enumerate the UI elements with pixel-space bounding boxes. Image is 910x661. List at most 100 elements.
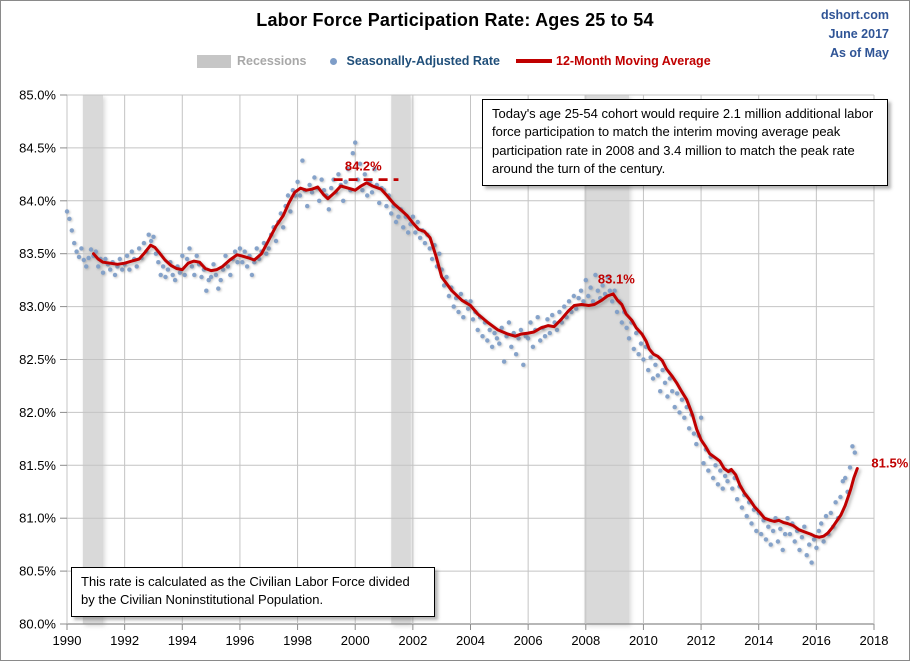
scatter-dot — [494, 336, 500, 341]
scatter-dot — [244, 264, 250, 269]
y-tick-label: 85.0% — [19, 88, 56, 103]
scatter-dot — [461, 315, 466, 320]
scatter-dot — [88, 247, 94, 252]
scatter-dot — [730, 486, 735, 491]
scatter-dot — [103, 256, 108, 262]
legend-item-seasonally-adjusted: Seasonally-Adjusted Rate — [330, 54, 516, 68]
scatter-dot — [343, 179, 348, 184]
scatter-dot — [369, 190, 375, 195]
scatter-dot — [427, 246, 432, 251]
x-tick-label: 2018 — [860, 633, 889, 648]
scatter-dot — [501, 359, 507, 364]
scatter-dot — [593, 272, 598, 278]
scatter-dot — [665, 394, 670, 399]
scatter-dot — [605, 274, 610, 280]
scatter-dot — [225, 264, 231, 269]
scatter-dot — [163, 274, 168, 280]
scatter-dot — [694, 441, 699, 447]
scatter-dot — [156, 260, 161, 265]
scatter-dot — [444, 274, 449, 280]
scatter-dot — [814, 545, 819, 550]
scatter-dot — [350, 151, 355, 156]
scatter-dot — [799, 535, 805, 540]
scatter-dot — [489, 344, 495, 349]
y-tick-label: 83.0% — [19, 299, 56, 314]
scatter-dot — [641, 357, 646, 362]
scatter-dot — [610, 299, 615, 304]
scatter-dot — [480, 334, 485, 339]
scatter-dot — [545, 317, 550, 322]
scatter-dot — [811, 537, 817, 542]
scatter-dot — [525, 336, 531, 341]
scatter-dot — [607, 288, 612, 293]
legend: Recessions Seasonally-Adjusted Rate 12-M… — [197, 54, 711, 68]
credit-date: June 2017 — [828, 26, 889, 41]
scatter-dot — [775, 539, 781, 544]
scatter-dot — [634, 330, 639, 336]
scatter-dot — [660, 367, 665, 373]
scatter-dot — [581, 299, 586, 304]
credit-block: dshort.com June 2017 As of May — [821, 6, 889, 62]
scatter-dot — [158, 272, 163, 278]
scatter-dot — [715, 482, 721, 487]
scatter-dot — [785, 516, 790, 521]
scatter-dot — [734, 497, 740, 502]
y-tick-label: 81.5% — [19, 458, 56, 473]
x-tick-label: 2002 — [398, 633, 427, 648]
scatter-dot — [223, 253, 228, 258]
scatter-dot — [816, 528, 821, 534]
scatter-dot — [266, 246, 271, 251]
scatter-dot — [590, 299, 596, 304]
scatter-dot — [576, 295, 581, 301]
x-tick-label: 2016 — [802, 633, 831, 648]
scatter-dot — [840, 479, 845, 484]
scatter-dot — [300, 158, 305, 163]
scatter-dot — [662, 380, 668, 385]
scatter-dot — [81, 257, 87, 263]
scatter-dot — [631, 346, 636, 352]
scatter-dot — [213, 272, 219, 278]
scatter-dot — [802, 524, 807, 529]
scatter-dot — [547, 330, 552, 336]
y-tick-label: 84.0% — [19, 193, 56, 208]
scatter-dot — [658, 389, 663, 394]
scatter-dot — [218, 277, 223, 283]
scatter-dot — [182, 272, 187, 278]
y-axis-labels: 85.0% 84.5% 84.0% 83.5% 83.0% 82.5% 82.0% 81.5%… — [19, 88, 56, 632]
scatter-dot — [413, 230, 418, 235]
scatter-dot — [441, 283, 447, 288]
scatter-dot — [117, 256, 123, 262]
scatter-dot — [79, 246, 84, 251]
cohort-note-box: Today's age 25-54 cohort would require 2… — [482, 99, 888, 186]
legend-label-seasonally-adjusted: Seasonally-Adjusted Rate — [346, 54, 500, 68]
scatter-dot — [273, 238, 279, 244]
scatter-dot — [86, 255, 91, 261]
scatter-dot — [571, 293, 576, 299]
scatter-dot — [237, 246, 243, 251]
scatter-dot — [763, 537, 769, 542]
scatter-dot — [136, 246, 142, 251]
scatter-dot — [458, 291, 464, 297]
scatter-dot — [754, 528, 759, 534]
scatter-dot — [199, 274, 204, 280]
scatter-dot — [655, 373, 660, 378]
scatter-dot — [554, 327, 560, 333]
scatter-dot — [583, 277, 588, 283]
scatter-dot — [722, 473, 728, 479]
scatter-dot — [653, 362, 658, 367]
scatter-dot — [84, 264, 89, 269]
scatter-dot — [281, 225, 286, 230]
scatter-dot — [165, 267, 171, 272]
scatter-dot — [151, 234, 156, 239]
annotation-label: 81.5% — [871, 456, 908, 471]
scatter-dot — [451, 304, 456, 309]
scatter-dot — [679, 397, 685, 402]
scatter-dot — [518, 327, 524, 333]
scatter-dot — [415, 219, 420, 225]
scatter-dot — [698, 415, 704, 420]
x-tick-label: 2010 — [629, 633, 658, 648]
scatter-dot — [235, 260, 240, 265]
scatter-dot — [619, 320, 624, 325]
scatter-dot — [365, 193, 370, 198]
scatter-dot — [773, 516, 778, 521]
